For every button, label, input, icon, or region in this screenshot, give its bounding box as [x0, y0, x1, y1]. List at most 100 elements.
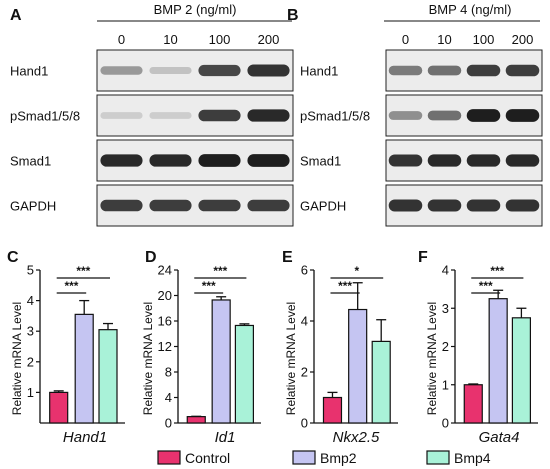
- panel-letter: B: [287, 7, 299, 24]
- blot-label: Smad1: [10, 154, 51, 169]
- blot-band: [100, 112, 143, 119]
- blot-row: Smad1: [10, 139, 294, 182]
- y-tick-label: 1: [27, 385, 34, 400]
- blot-band: [388, 65, 423, 76]
- legend-label: Bmp4: [454, 450, 491, 466]
- y-tick-label: 2: [301, 365, 308, 380]
- legend-label: Bmp2: [320, 450, 357, 466]
- y-tick-label: 0: [442, 416, 449, 431]
- significance-label: ***: [64, 279, 78, 293]
- gene-label: Gata4: [479, 429, 520, 446]
- gene-label: Id1: [215, 429, 236, 446]
- blot-label: GAPDH: [10, 199, 56, 214]
- blot-row: pSmad1/5/8: [300, 94, 543, 137]
- blot-band: [100, 66, 143, 75]
- blot-band: [247, 64, 290, 77]
- significance-label: ***: [76, 264, 90, 278]
- blot-band: [427, 154, 462, 167]
- blot-band: [466, 154, 501, 167]
- blot-band: [198, 64, 241, 77]
- significance-label: ***: [338, 279, 352, 293]
- dose-label: 200: [258, 32, 280, 47]
- significance-label: ***: [479, 279, 493, 293]
- panel-letter: C: [7, 249, 19, 266]
- y-tick-label: 6: [301, 263, 308, 278]
- dose-label: 100: [209, 32, 231, 47]
- blot-band: [505, 109, 540, 122]
- blot-band: [466, 64, 501, 77]
- blot-label: Hand1: [300, 64, 338, 79]
- bar-bmp2: [211, 299, 231, 424]
- y-tick-label: 8: [165, 365, 172, 380]
- y-tick-label: 4: [27, 293, 34, 308]
- blot-band: [247, 154, 290, 167]
- blot-row: Smad1: [300, 139, 543, 182]
- blot-band: [466, 199, 501, 212]
- blot-band: [505, 64, 540, 77]
- dose-label: 100: [473, 32, 495, 47]
- blot-band: [198, 154, 241, 167]
- blot-label: GAPDH: [300, 199, 346, 214]
- blot-row: GAPDH: [300, 184, 543, 227]
- western-blot-panel-A: A BMP 2 (ng/ml) 0 10 100 200 Hand1 pSmad1/5/8 Sm…: [10, 2, 294, 227]
- panel-letter: D: [145, 249, 157, 266]
- blot-band: [100, 199, 143, 212]
- y-axis-label: Relative mRNA Level: [425, 302, 439, 415]
- bar-control: [49, 391, 69, 424]
- y-tick-label: 0: [301, 416, 308, 431]
- y-tick-label: 24: [158, 263, 172, 278]
- y-axis-label: Relative mRNA Level: [141, 302, 155, 415]
- bar-bmp4: [371, 340, 391, 424]
- legend-swatch: [426, 450, 450, 465]
- bar-control: [186, 416, 206, 424]
- bar-control: [322, 396, 343, 424]
- bar-bmp2: [488, 298, 508, 424]
- blot-band: [427, 110, 462, 121]
- y-tick-label: 16: [158, 314, 172, 329]
- blot-band: [198, 199, 241, 212]
- bar-chart-C: C 1 2 3 4 5 Relative mRNA Level ****** Hand1: [7, 249, 125, 446]
- y-tick-label: 4: [301, 314, 308, 329]
- blot-band: [466, 109, 501, 122]
- significance-label: ***: [490, 264, 504, 278]
- bar-bmp4: [98, 329, 118, 424]
- blot-row: Hand1: [10, 49, 294, 92]
- dose-label: 200: [512, 32, 534, 47]
- dose-label: 0: [402, 32, 409, 47]
- dose-label: 10: [437, 32, 451, 47]
- legend-label: Control: [185, 450, 230, 466]
- blot-band: [149, 66, 192, 75]
- y-tick-label: 2: [442, 339, 449, 354]
- legend: Control Bmp2 Bmp4: [157, 450, 491, 466]
- y-tick-label: 3: [27, 324, 34, 339]
- blot-band: [388, 199, 423, 212]
- gene-label: Nkx2.5: [333, 429, 380, 446]
- dose-header: BMP 4 (ng/ml): [429, 2, 512, 17]
- bar-chart-D: D 0 4 8 12 16 20 24 Relative mRNA Level ****** Id1: [141, 249, 261, 446]
- y-axis-label: Relative mRNA Level: [10, 302, 24, 415]
- dose-label: 10: [163, 32, 177, 47]
- blot-band: [198, 109, 241, 122]
- blot-band: [388, 111, 423, 120]
- bar-chart-E: E 0 2 4 6 Relative mRNA Level **** Nkx2.5: [282, 249, 398, 446]
- y-tick-label: 1: [442, 377, 449, 392]
- bar-bmp2: [74, 313, 94, 424]
- significance-label: ***: [213, 264, 227, 278]
- bar-bmp2: [348, 308, 368, 424]
- blot-band: [149, 199, 192, 212]
- blot-band: [505, 154, 540, 167]
- bar-bmp4: [234, 324, 254, 424]
- blot-label: pSmad1/5/8: [300, 109, 370, 124]
- blot-label: Hand1: [10, 64, 48, 79]
- dose-header: BMP 2 (ng/ml): [154, 2, 237, 17]
- blot-label: Smad1: [300, 154, 341, 169]
- legend-swatch: [157, 450, 181, 465]
- panel-letter: A: [10, 7, 22, 24]
- blot-row: pSmad1/5/8: [10, 94, 294, 137]
- western-blot-panel-B: B BMP 4 (ng/ml) 0 10 100 200 Hand1 pSmad1/5/8 Sm…: [287, 2, 543, 227]
- blot-band: [247, 109, 290, 122]
- blot-band: [149, 154, 192, 167]
- blot-band: [247, 199, 290, 212]
- legend-swatch: [292, 450, 316, 465]
